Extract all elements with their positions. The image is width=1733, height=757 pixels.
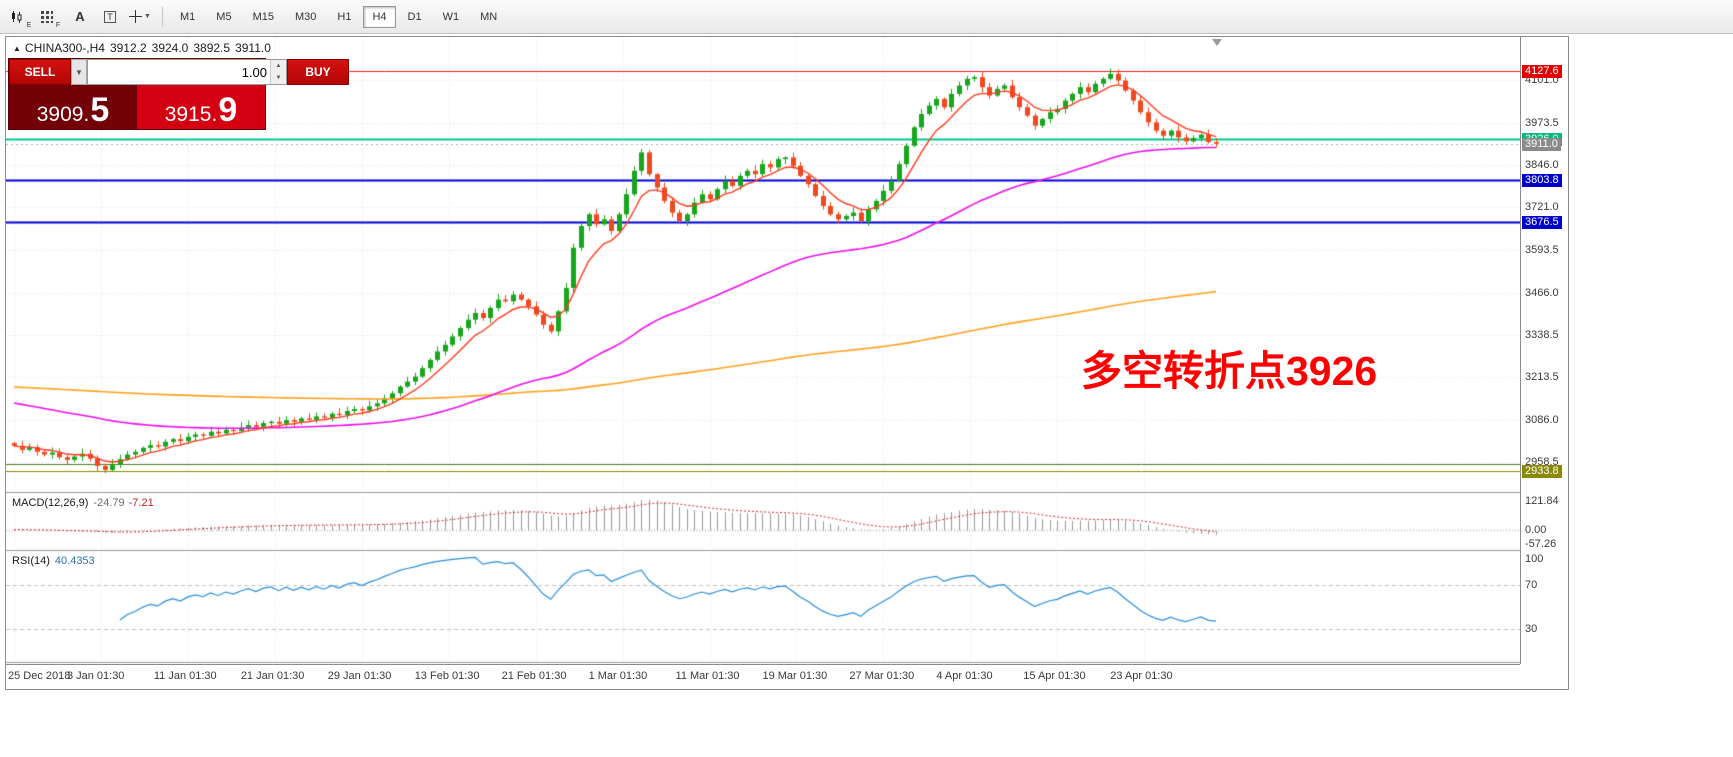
time-axis-label: 11 Jan 01:30 — [153, 670, 217, 682]
high-value: 3924.0 — [151, 41, 189, 55]
rsi-indicator-label: RSI(14) 40.4353 — [12, 555, 95, 567]
volume-increase-button[interactable]: ▲ — [271, 60, 286, 72]
buy-button[interactable]: BUY — [287, 59, 349, 85]
trade-panel-controls: SELL ▼ ▲ ▼ BUY — [9, 59, 349, 85]
time-axis-label: 25 Dec 2018 — [8, 670, 71, 682]
time-axis-label: 13 Feb 01:30 — [414, 670, 480, 682]
candlestick-chart-icon[interactable]: E — [6, 4, 34, 30]
price-tick-label: 3338.5 — [1525, 329, 1559, 342]
open-value: 3912.2 — [109, 41, 147, 55]
timeframe-button-m1[interactable]: M1 — [171, 6, 204, 28]
price-level-flag: 3803.8 — [1522, 173, 1562, 187]
sell-price[interactable]: 3909. 5 — [9, 85, 137, 129]
chevron-down-icon: ▼ — [144, 13, 151, 20]
one-click-trading-panel: SELL ▼ ▲ ▼ BUY 3909. 5 3915. 9 — [8, 58, 349, 130]
volume-spinner: ▲ ▼ — [270, 60, 286, 84]
text-box-icon[interactable]: T — [96, 4, 124, 30]
sell-price-big-digit: 5 — [90, 91, 110, 130]
icon-subscript: F — [55, 21, 61, 29]
price-axis[interactable]: 4101.0 3973.5 3846.0 3721.0 3593.5 3466.0 3338… — [1520, 37, 1568, 664]
close-value: 3911.0 — [235, 41, 271, 55]
icon-subscript: E — [26, 21, 32, 29]
time-axis-label: 21 Jan 01:30 — [240, 670, 305, 682]
macd-axis-label: -57.26 — [1525, 538, 1557, 551]
volume-decrease-button[interactable]: ▼ — [271, 72, 286, 84]
rsi-axis-label: 30 — [1525, 623, 1538, 635]
toolbar: E F A T ▼ M1 M5 M15 M30 H1 H4 D1 W1 MN — [0, 0, 1733, 34]
grid-glyph — [40, 10, 54, 24]
volume-dropdown-button[interactable]: ▼ — [71, 59, 87, 85]
symbol-label: CHINA300-,H4 — [24, 41, 105, 55]
candlestick-glyph — [9, 9, 25, 25]
buy-price-main: 3915. — [164, 103, 218, 126]
time-axis-label: 27 Mar 01:30 — [849, 670, 915, 682]
chart-shift-marker[interactable] — [1212, 39, 1222, 46]
indicators-grid-icon[interactable]: F — [36, 4, 64, 30]
price-tick-label: 3086.0 — [1525, 413, 1559, 426]
time-axis-label: 29 Jan 01:30 — [327, 670, 392, 682]
macd-indicator-label: MACD(12,26,9) -24.79 -7.21 — [12, 497, 154, 509]
sell-button[interactable]: SELL — [9, 59, 71, 85]
rsi-axis-label: 70 — [1525, 579, 1538, 591]
price-tick-label: 3466.0 — [1525, 286, 1559, 299]
macd-signal-value: -7.21 — [128, 497, 154, 509]
price-tick-label: 3593.5 — [1525, 243, 1559, 256]
time-axis-label: 11 Mar 01:30 — [675, 670, 740, 682]
time-axis-label: 15 Apr 01:30 — [1023, 670, 1086, 682]
time-axis[interactable]: 25 Dec 2018 3 Jan 01:30 11 Jan 01:30 21 Jan… — [6, 664, 1520, 689]
timeframe-button-m15[interactable]: M15 — [244, 6, 283, 28]
volume-input[interactable] — [88, 60, 270, 84]
timeframe-button-mn[interactable]: MN — [471, 6, 506, 28]
price-level-flag: 3911.0 — [1522, 137, 1561, 151]
sell-price-main: 3909. — [36, 103, 90, 126]
timeframe-button-w1[interactable]: W1 — [434, 6, 469, 28]
timeframe-button-h4[interactable]: H4 — [363, 5, 396, 28]
timeframe-group: M1 M5 M15 M30 H1 H4 D1 W1 MN — [171, 5, 506, 28]
chart-canvas[interactable] — [6, 37, 1520, 664]
time-axis-label: 21 Feb 01:30 — [501, 670, 567, 682]
timeframe-button-h1[interactable]: H1 — [328, 6, 360, 28]
price-level-flag: 3676.5 — [1522, 216, 1562, 230]
rsi-value: 40.4353 — [54, 555, 95, 567]
price-tick-label: 3973.5 — [1525, 116, 1559, 129]
timeframe-button-m5[interactable]: M5 — [207, 6, 240, 28]
macd-name: MACD(12,26,9) — [12, 497, 89, 509]
macd-axis-label: 0.00 — [1525, 523, 1547, 536]
crosshair-tool-icon[interactable]: ▼ — [126, 4, 154, 30]
chart-window: 4101.0 3973.5 3846.0 3721.0 3593.5 3466.0 3338… — [5, 36, 1569, 690]
timeframe-button-d1[interactable]: D1 — [399, 6, 431, 28]
collapse-arrow-icon[interactable]: ▲ — [13, 44, 21, 54]
time-axis-label: 1 Mar 01:30 — [588, 670, 648, 682]
price-tick-label: 3721.0 — [1525, 201, 1559, 214]
macd-main-value: -24.79 — [93, 497, 125, 509]
buy-price-big-digit: 9 — [218, 91, 238, 130]
buy-price[interactable]: 3915. 9 — [137, 85, 265, 129]
timeframe-button-m30[interactable]: M30 — [286, 6, 325, 28]
time-axis-label: 4 Apr 01:30 — [936, 670, 993, 682]
volume-field: ▲ ▼ — [87, 59, 287, 85]
chart-annotation: 多空转折点3926 — [1081, 348, 1378, 394]
low-value: 3892.5 — [193, 41, 231, 55]
time-axis-label: 3 Jan 01:30 — [66, 670, 125, 682]
macd-axis-label: 121.84 — [1525, 495, 1559, 507]
price-level-flag: 4127.6 — [1522, 65, 1562, 79]
time-axis-label: 19 Mar 01:30 — [762, 670, 828, 682]
price-tick-label: 3846.0 — [1525, 159, 1559, 172]
price-tick-label: 3213.5 — [1525, 371, 1559, 384]
trade-panel-prices: 3909. 5 3915. 9 — [9, 85, 265, 129]
time-axis-label: 23 Apr 01:30 — [1110, 670, 1173, 682]
text-label-icon[interactable]: A — [75, 9, 85, 24]
rsi-axis-label: 100 — [1525, 553, 1544, 565]
rsi-name: RSI(14) — [12, 555, 50, 567]
price-level-flag: 2933.8 — [1522, 464, 1562, 478]
chart-ohlc-header: ▲ CHINA300-,H4 3912.2 3924.0 3892.5 3911.0 — [13, 41, 276, 55]
toolbar-separator — [162, 6, 163, 27]
